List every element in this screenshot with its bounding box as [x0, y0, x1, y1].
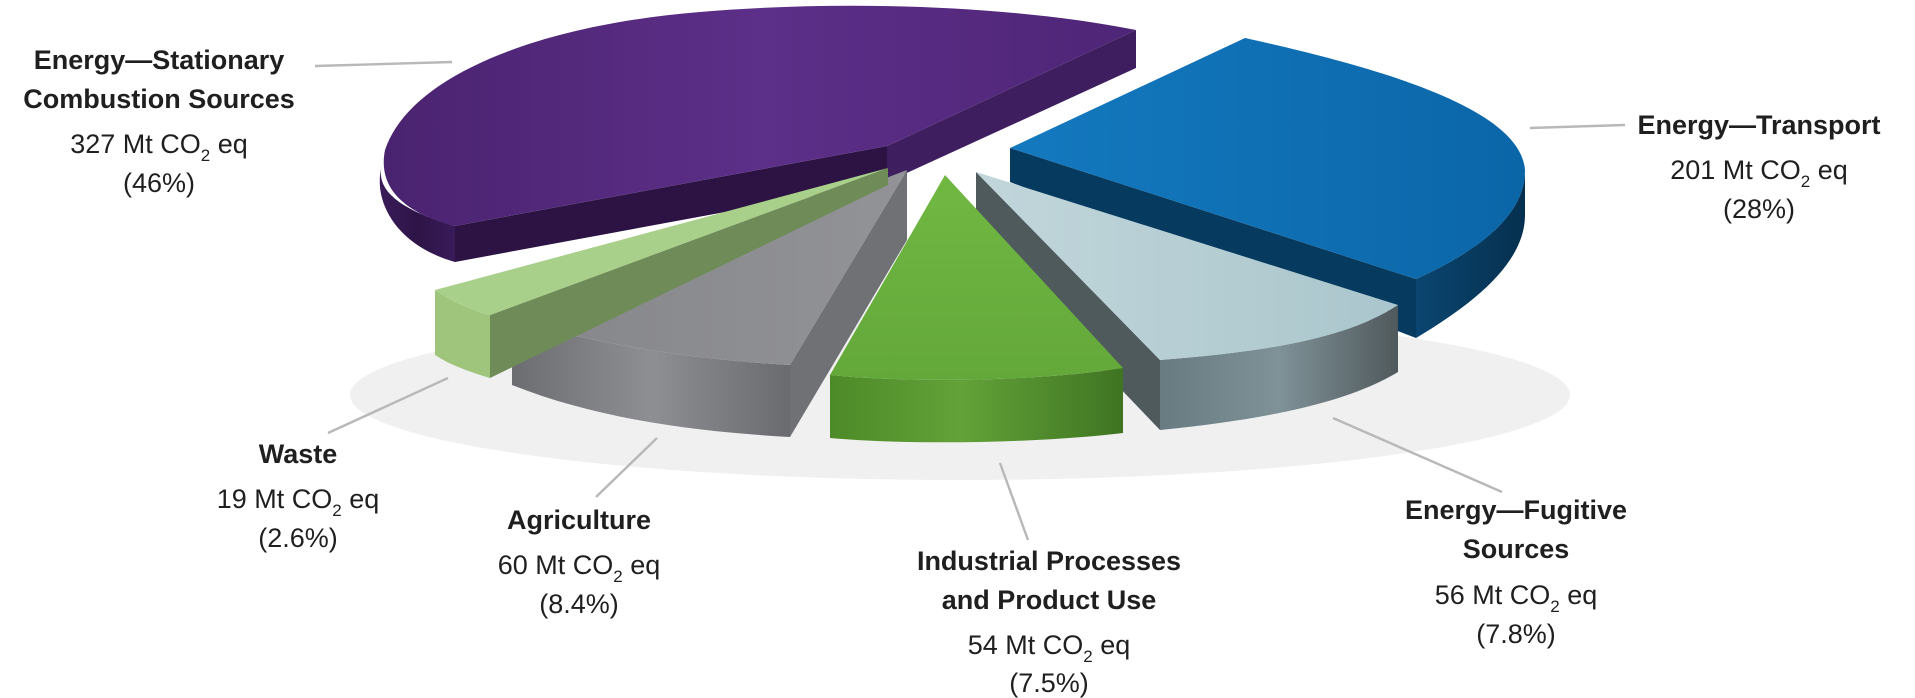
label-energy-transport-value: 201 Mt CO2 eq	[1670, 155, 1848, 191]
slice-energy-fugitive-side	[1160, 305, 1398, 430]
label-waste-percent: (2.6%)	[258, 523, 338, 553]
label-energy-stationary: Energy—Stationary Combustion Sources 327…	[23, 45, 295, 198]
leader-energy-fugitive	[1332, 416, 1503, 494]
slice-energy-transport-top	[1010, 38, 1525, 279]
label-energy-stationary-value: 327 Mt CO2 eq	[70, 129, 248, 165]
label-waste: Waste 19 Mt CO2 eq (2.6%)	[217, 439, 380, 553]
leader-energy-transport	[1529, 123, 1626, 130]
label-energy-stationary-percent: (46%)	[123, 168, 195, 198]
label-energy-fugitive-line2: Sources	[1463, 534, 1570, 564]
slice-industrial-processes-top	[830, 175, 1123, 380]
slice-energy-stationary-side	[379, 165, 455, 262]
slice-waste-side	[435, 290, 490, 378]
label-energy-fugitive: Energy—Fugitive Sources 56 Mt CO2 eq (7.…	[1405, 495, 1627, 649]
label-industrial-line1: Industrial Processes	[917, 546, 1181, 576]
slice-agriculture-side	[512, 320, 790, 437]
slice-energy-stationary-top	[383, 5, 1136, 227]
label-agriculture-line1: Agriculture	[507, 505, 651, 535]
label-energy-transport-line1: Energy—Transport	[1637, 110, 1880, 140]
label-agriculture: Agriculture 60 Mt CO2 eq (8.4%)	[498, 505, 661, 619]
leader-agriculture	[595, 437, 658, 498]
label-energy-stationary-line2: Combustion Sources	[23, 84, 295, 114]
slice-waste-top	[435, 168, 888, 315]
label-energy-transport: Energy—Transport 201 Mt CO2 eq (28%)	[1637, 110, 1880, 224]
label-energy-fugitive-value: 56 Mt CO2 eq	[1435, 580, 1598, 616]
slice-labels: Energy—Stationary Combustion Sources 327…	[23, 45, 1880, 698]
label-waste-line1: Waste	[259, 439, 338, 469]
label-energy-stationary-line1: Energy—Stationary	[34, 45, 285, 75]
leader-waste	[327, 376, 449, 435]
label-industrial-processes: Industrial Processes and Product Use 54 …	[917, 546, 1181, 698]
label-energy-fugitive-line1: Energy—Fugitive	[1405, 495, 1627, 525]
label-agriculture-percent: (8.4%)	[539, 589, 619, 619]
leader-energy-stationary	[314, 60, 453, 68]
label-waste-value: 19 Mt CO2 eq	[217, 484, 380, 520]
slice-industrial-processes-side	[830, 368, 1123, 443]
slice-energy-stationary	[379, 5, 1136, 262]
leader-industrial	[998, 462, 1030, 541]
label-industrial-line2: and Product Use	[942, 585, 1157, 615]
label-energy-transport-percent: (28%)	[1723, 194, 1795, 224]
slice-agriculture-wall	[790, 170, 907, 437]
leader-lines	[314, 60, 1626, 541]
slice-industrial-processes	[830, 175, 1123, 443]
slice-energy-stationary-inner-wall	[455, 146, 887, 262]
label-industrial-value: 54 Mt CO2 eq	[968, 630, 1131, 666]
label-energy-fugitive-percent: (7.8%)	[1476, 619, 1556, 649]
slice-waste-wall	[490, 168, 888, 378]
label-agriculture-value: 60 Mt CO2 eq	[498, 550, 661, 586]
slice-energy-fugitive-top	[976, 172, 1398, 360]
label-industrial-percent: (7.5%)	[1009, 668, 1089, 698]
slice-energy-stationary-wall	[887, 30, 1136, 182]
slice-waste	[435, 168, 888, 378]
slice-energy-transport-side	[1416, 170, 1525, 338]
